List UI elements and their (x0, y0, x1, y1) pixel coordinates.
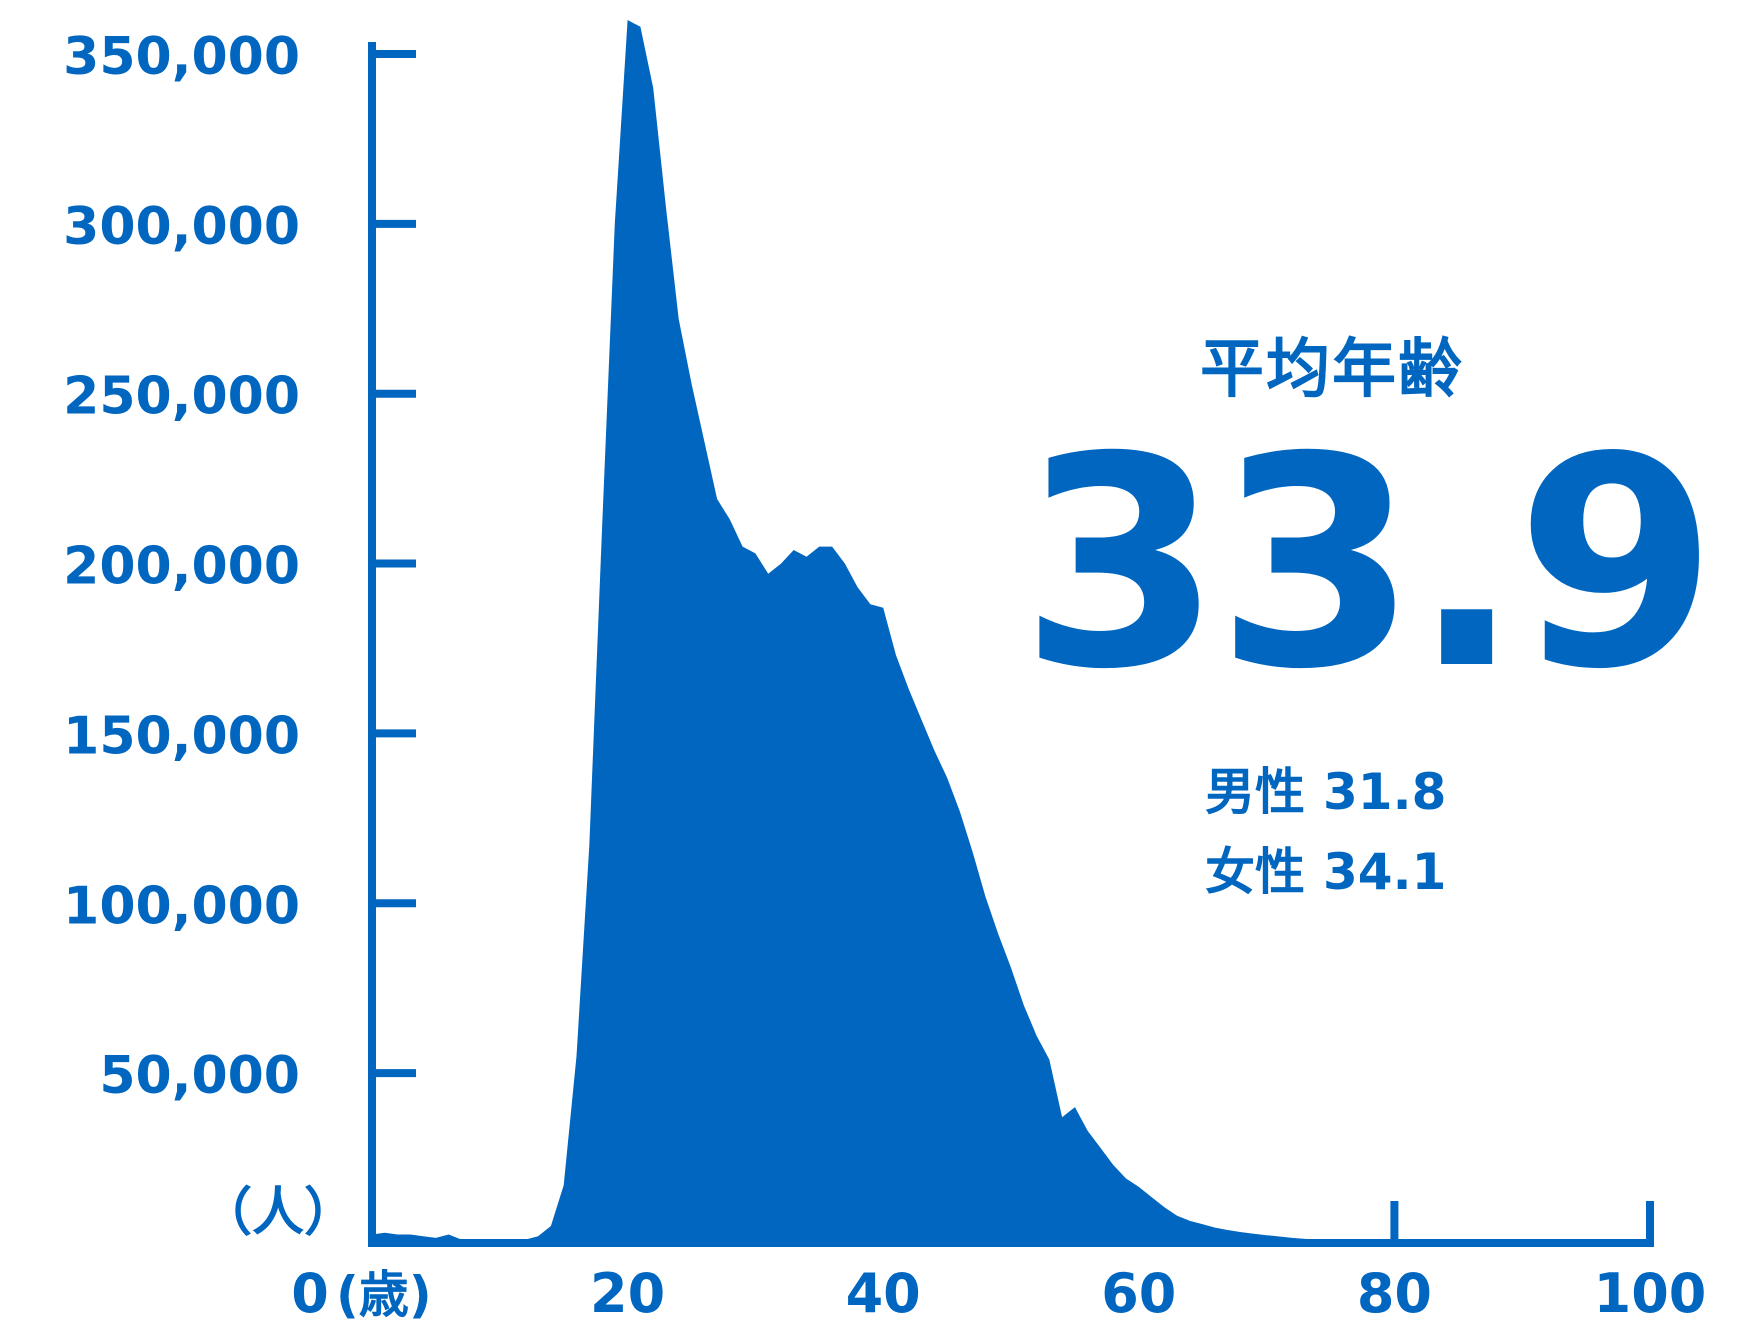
x-tick-label: 40 (846, 1262, 921, 1323)
series-area (372, 20, 1650, 1243)
average-age-label: 平均年齢 (1200, 333, 1464, 407)
y-unit-label: （人） (200, 1183, 356, 1243)
x-tick-label: 100 (1594, 1262, 1707, 1323)
average-age-value: 33.9 (1020, 396, 1718, 733)
x-tick-label: 20 (590, 1262, 665, 1323)
x-axis-ticks: 0 20 40 60 80 100 (291, 1201, 1706, 1323)
y-tick-label: 50,000 (99, 1046, 300, 1106)
y-tick-label: 300,000 (63, 197, 300, 257)
x-tick-label: 60 (1101, 1262, 1176, 1323)
y-tick-label: 350,000 (63, 27, 300, 87)
male-value: 31.8 (1323, 763, 1447, 821)
y-tick-label: 250,000 (63, 367, 300, 427)
x-tick-label: 80 (1357, 1262, 1432, 1323)
x-tick-label: 0 (291, 1262, 329, 1323)
y-tick-label: 150,000 (63, 706, 300, 766)
y-tick-label: 200,000 (63, 537, 300, 597)
male-label: 男性 (1205, 763, 1305, 821)
y-axis-ticks: 50,000 100,000 150,000 200,000 250,000 300,00… (63, 27, 416, 1106)
x-unit-label: (歳) (336, 1266, 432, 1323)
female-average-row: 女性 34.1 (1205, 832, 1446, 904)
female-value: 34.1 (1323, 843, 1447, 901)
male-average-row: 男性 31.8 (1205, 752, 1446, 824)
y-tick-label: 100,000 (63, 876, 300, 936)
female-label: 女性 (1205, 843, 1305, 901)
